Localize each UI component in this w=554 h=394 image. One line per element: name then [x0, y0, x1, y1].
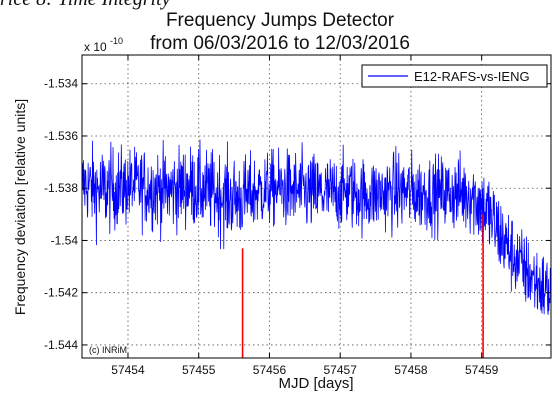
y-tick-label: -1.544 [44, 338, 78, 352]
legend: E12-RAFS-vs-IENG [361, 64, 548, 88]
x-tick-label: 57455 [182, 363, 216, 377]
y-tick-label: -1.536 [44, 129, 78, 143]
y-ticks: -1.534 -1.536 -1.538 -1.54 -1.542 -1.544 [44, 77, 551, 352]
y-tick-label: -1.538 [44, 181, 78, 195]
chart-title-line-2: from 06/03/2016 to 12/03/2016 [150, 33, 410, 54]
x-tick-label: 57457 [324, 363, 358, 377]
x-tick-label: 57459 [465, 363, 499, 377]
legend-box [361, 64, 548, 88]
y-exponent-label: x 10 -10 [84, 36, 123, 54]
y-axis-label: Frequency deviation [relative units] [12, 99, 28, 315]
y-exponent-base: x 10 [84, 40, 107, 54]
jump-layer [241, 214, 484, 358]
series-layer [81, 139, 552, 316]
page-snippet: rice 8: Time Integrity [0, 0, 171, 11]
x-axis-label: MJD [days] [278, 375, 353, 392]
y-exponent-power: -10 [110, 36, 123, 46]
watermark: (c) INRiM [89, 345, 127, 355]
y-tick-label: -1.542 [44, 286, 78, 300]
plot-frame [81, 54, 552, 359]
x-tick-label: 57458 [394, 363, 428, 377]
grid [82, 55, 551, 358]
y-tick-label: -1.534 [44, 77, 78, 91]
series-line [81, 139, 552, 316]
x-ticks: 57454 57455 57456 57457 57458 57459 [111, 55, 499, 377]
x-tick-label: 57456 [253, 363, 287, 377]
y-tick-label: -1.54 [51, 233, 79, 247]
legend-label: E12-RAFS-vs-IENG [414, 69, 530, 84]
chart-title-line-1: Frequency Jumps Detector [165, 10, 395, 31]
x-tick-label: 57454 [111, 363, 145, 377]
